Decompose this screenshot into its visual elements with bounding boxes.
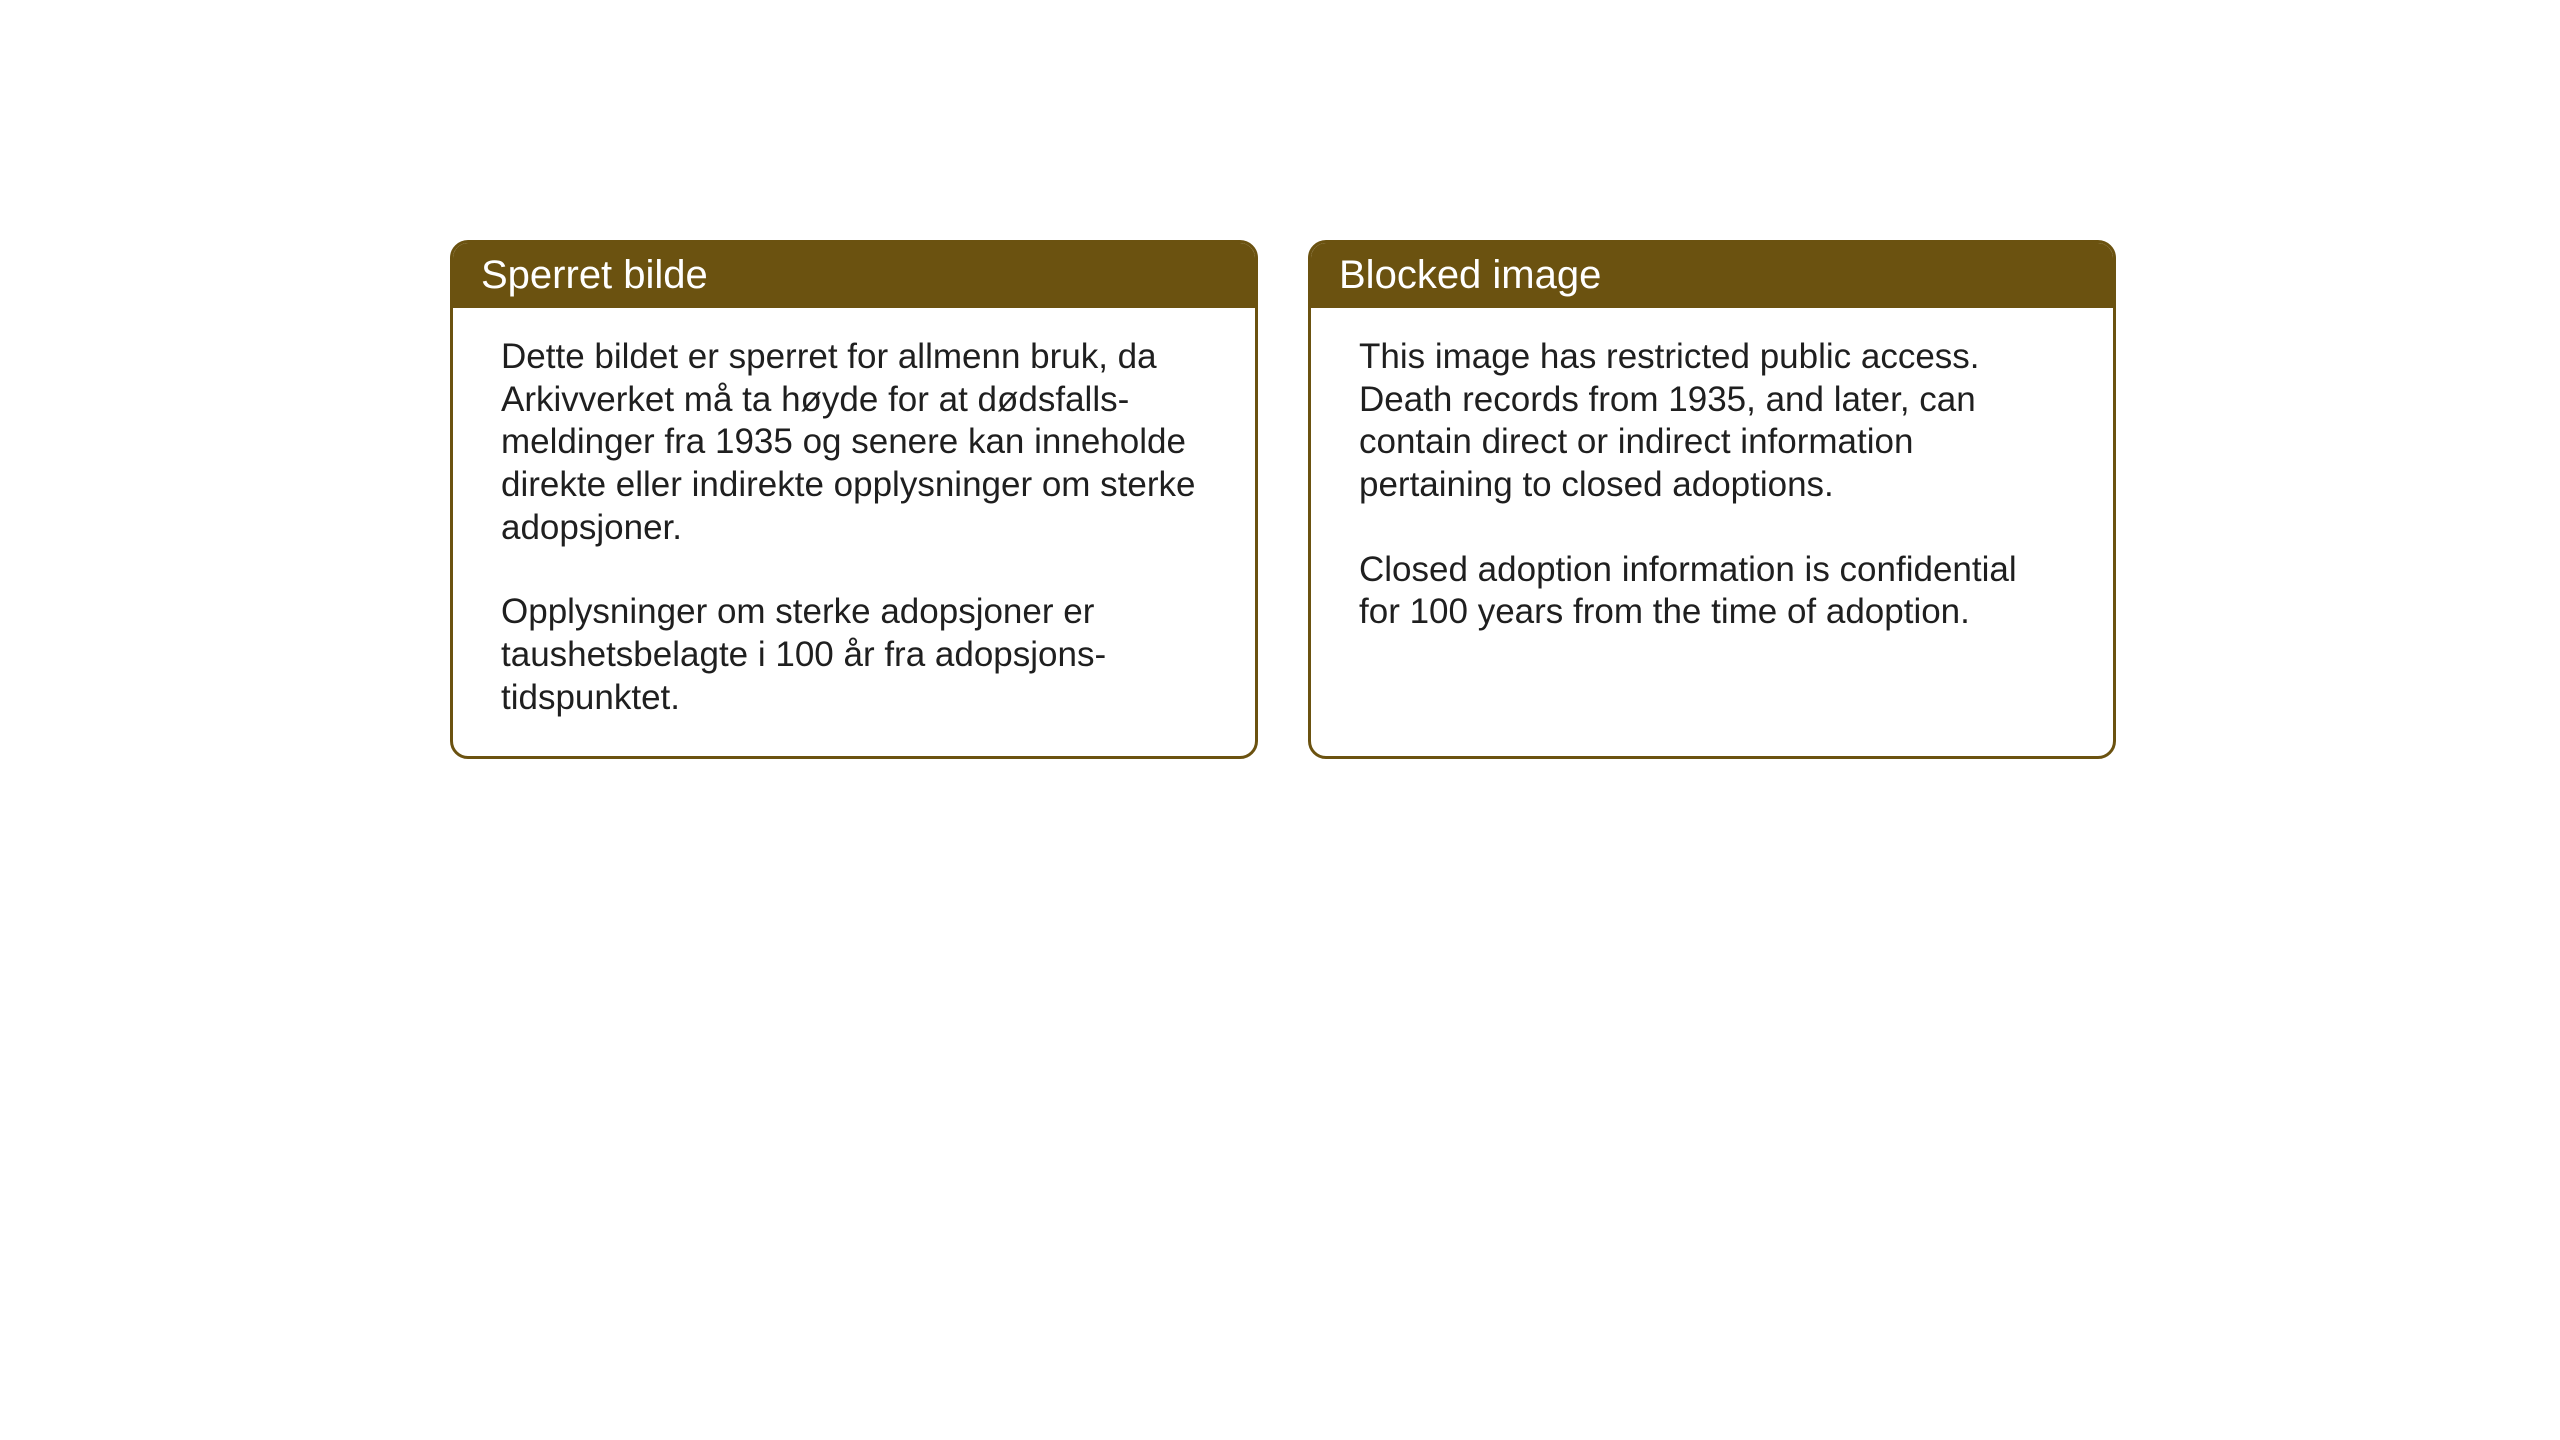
notice-header-norwegian: Sperret bilde <box>453 243 1255 308</box>
notice-container: Sperret bilde Dette bildet er sperret fo… <box>0 0 2560 759</box>
notice-header-english: Blocked image <box>1311 243 2113 308</box>
notice-card-english: Blocked image This image has restricted … <box>1308 240 2116 759</box>
notice-paragraph: Dette bildet er sperret for allmenn bruk… <box>501 336 1207 549</box>
notice-card-norwegian: Sperret bilde Dette bildet er sperret fo… <box>450 240 1258 759</box>
notice-title: Sperret bilde <box>481 253 708 297</box>
notice-title: Blocked image <box>1339 253 1601 297</box>
notice-body-english: This image has restricted public access.… <box>1311 308 2113 748</box>
notice-body-norwegian: Dette bildet er sperret for allmenn bruk… <box>453 308 1255 756</box>
notice-paragraph: Opplysninger om sterke adopsjoner er tau… <box>501 591 1207 719</box>
notice-paragraph: Closed adoption information is confident… <box>1359 549 2065 634</box>
notice-paragraph: This image has restricted public access.… <box>1359 336 2065 507</box>
